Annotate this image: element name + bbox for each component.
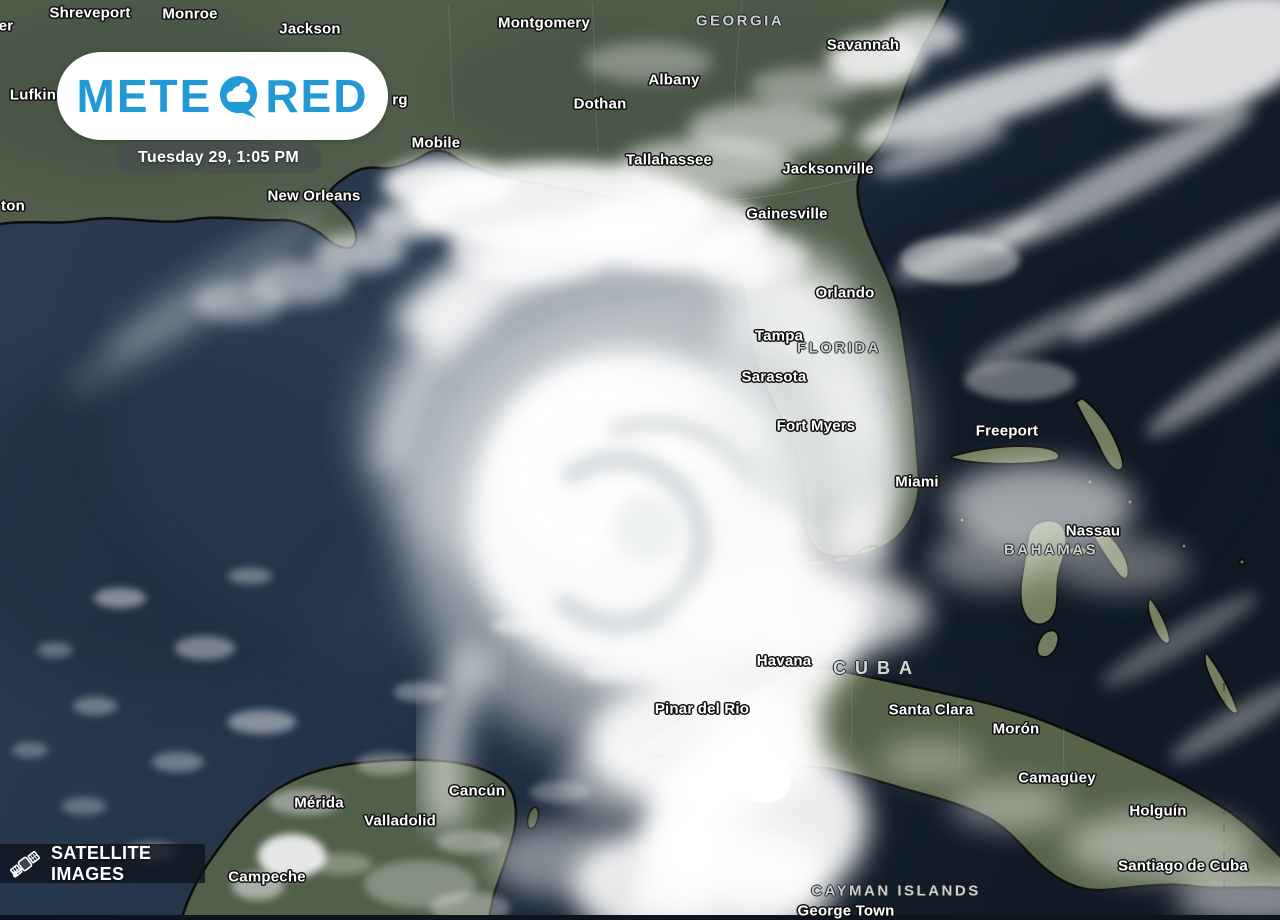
satellite-images-label: SATELLITE IMAGES [51, 842, 152, 884]
satellite-images-bar: SATELLITE IMAGES [0, 842, 205, 884]
meteored-logo: METE RED [57, 52, 388, 140]
satellite-icon [10, 850, 40, 878]
logo-text-right: RED [265, 70, 369, 122]
timestamp-pill: Tuesday 29, 1:05 PM [115, 143, 322, 173]
cloud-layer [12, 0, 1280, 915]
meteored-cloud-bubble-icon [220, 75, 258, 118]
timestamp-text: Tuesday 29, 1:05 PM [137, 149, 300, 166]
logo-text-left: METE [76, 70, 213, 122]
